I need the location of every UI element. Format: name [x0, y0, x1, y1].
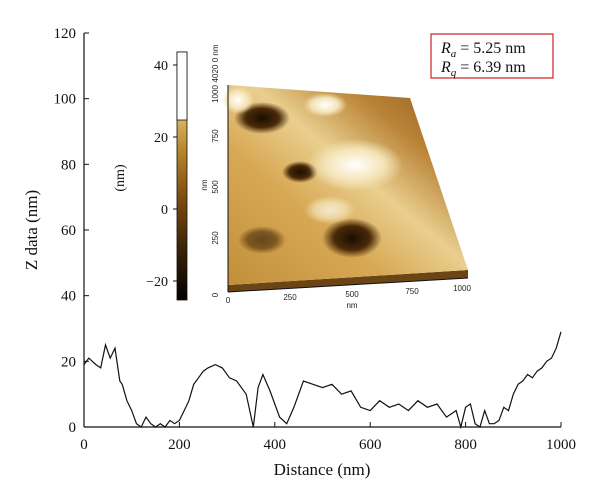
inset-y-tick: 1000 [211, 85, 220, 103]
inset-x-unit: nm [346, 301, 357, 310]
colorbar-tick-label: 20 [154, 131, 168, 146]
inset-y-tick: 0 [211, 292, 220, 297]
inset-x-tick: 500 [345, 290, 359, 299]
x-ticks: 0 200 400 600 800 1000 [80, 422, 576, 453]
surface-peak [304, 196, 356, 224]
inset-x-tick: 250 [283, 293, 297, 302]
surface-peak [222, 86, 254, 114]
surface-side-front [228, 270, 468, 292]
inset-afm-surface: 0 250 500 750 1000 nm 0 250 500 750 1000… [200, 44, 471, 310]
legend-box [430, 33, 554, 79]
rq-value: = 6.39 nm [456, 59, 526, 76]
ra-value: = 5.25 nm [456, 40, 526, 57]
x-tick-label: 400 [264, 437, 287, 453]
rq-subscript: q [451, 67, 457, 79]
y-tick-label: 100 [54, 92, 77, 108]
x-tick-label: 200 [168, 437, 191, 453]
rq-symbol: R [440, 59, 451, 76]
surface-peak [307, 139, 403, 191]
y-tick-label: 40 [61, 289, 76, 305]
colorbar-white-cap [176, 51, 188, 121]
inset-z-tick: 40 [211, 73, 220, 82]
x-tick-label: 1000 [546, 437, 576, 453]
ra-label: Ra = 5.25 nm [440, 40, 526, 60]
surface-pit [322, 218, 382, 258]
inset-y-tick: 500 [211, 180, 220, 194]
rq-label: Rq = 6.39 nm [440, 59, 526, 79]
ra-symbol: R [440, 40, 451, 57]
colorbar-title: (nm) [113, 164, 128, 192]
inset-z-tick: 0 [211, 57, 220, 62]
y-tick-label: 0 [69, 420, 77, 436]
y-axis-title: Z data (nm) [22, 190, 41, 270]
y-tick-label: 20 [61, 354, 76, 370]
y-tick-label: 60 [61, 223, 76, 239]
inset-z-unit: nm [211, 44, 220, 55]
colorbar-tick-label: −20 [146, 275, 168, 290]
inset-x-axis [227, 277, 469, 293]
colorbar-tick-label: 0 [161, 203, 168, 218]
inset-z-tick: 20 [211, 64, 220, 73]
y-tick-label: 120 [54, 26, 77, 42]
inset-y-unit: nm [200, 179, 209, 190]
inset-y-tick: 750 [211, 129, 220, 143]
x-tick-label: 0 [80, 437, 88, 453]
ra-subscript: a [451, 48, 457, 60]
roughness-legend: Ra = 5.25 nm Rq = 6.39 nm [430, 33, 554, 79]
x-tick-label: 800 [454, 437, 477, 453]
inset-y-tick: 250 [211, 231, 220, 245]
y-ticks: 0 20 40 60 80 100 120 [54, 26, 89, 436]
x-tick-label: 600 [359, 437, 382, 453]
inset-x-tick: 750 [405, 287, 419, 296]
inset-x-tick: 0 [226, 296, 231, 305]
x-axis-title: Distance (nm) [274, 460, 371, 479]
surface-peak [303, 93, 347, 117]
profile-line [83, 331, 562, 430]
y-tick-label: 80 [61, 157, 76, 173]
surface-pit [238, 226, 286, 254]
inset-colorbar: 40 20 0 −20 (nm) [113, 51, 188, 301]
inset-x-tick: 1000 [453, 284, 471, 293]
colorbar-tick-label: 40 [154, 59, 168, 74]
